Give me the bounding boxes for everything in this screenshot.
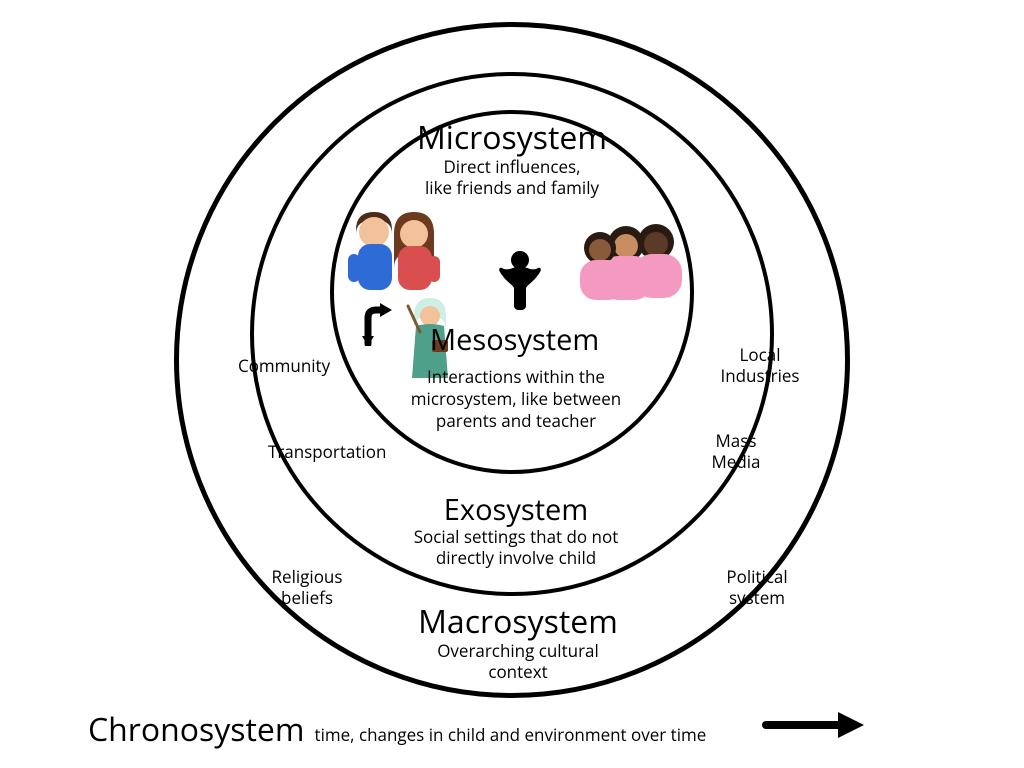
exo-item-local-industries: Local Industries bbox=[700, 344, 820, 387]
parents-icon bbox=[348, 208, 440, 296]
microsystem-subtitle: Direct influences, like friends and fami… bbox=[362, 156, 662, 199]
macrosystem-title: Macrosystem bbox=[368, 600, 668, 643]
exo-item-community: Community bbox=[238, 354, 358, 377]
ecological-systems-diagram: Microsystem Direct influences, like frie… bbox=[0, 0, 1024, 768]
exosystem-subtitle: Social settings that do not directly inv… bbox=[376, 526, 656, 569]
macro-item-political-system: Political system bbox=[702, 566, 812, 609]
child-icon bbox=[494, 248, 546, 310]
chronosystem-subtitle: time, changes in child and environment o… bbox=[315, 723, 707, 746]
mesosystem-title: Mesosystem bbox=[430, 320, 690, 359]
meso-link-arrow-icon bbox=[354, 300, 394, 346]
macro-item-religious-beliefs: Religious beliefs bbox=[252, 566, 362, 609]
friends-icon bbox=[578, 222, 694, 302]
macrosystem-subtitle: Overarching cultural context bbox=[398, 640, 638, 683]
chronosystem-arrow-icon bbox=[760, 708, 870, 742]
microsystem-title: Microsystem bbox=[362, 116, 662, 159]
mesosystem-subtitle: Interactions within the microsystem, lik… bbox=[376, 366, 656, 432]
exo-item-mass-media: Mass Media bbox=[686, 430, 786, 473]
chronosystem-title: Chronosystem bbox=[88, 708, 305, 751]
exo-item-transportation: Transportation bbox=[268, 440, 418, 463]
exosystem-title: Exosystem bbox=[386, 490, 646, 529]
